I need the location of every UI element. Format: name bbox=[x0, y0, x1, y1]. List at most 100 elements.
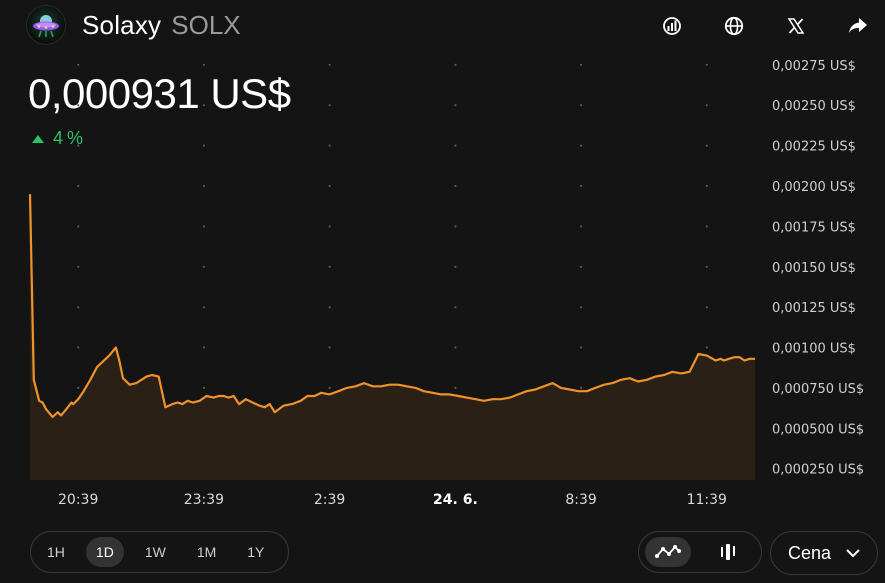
y-axis: 0,000250 US$ 0,000500 US$ 0,000750 US$ 0,00… bbox=[772, 60, 864, 478]
website-button[interactable] bbox=[715, 7, 753, 45]
grid-dot bbox=[454, 104, 457, 107]
y-tick-label: 0,00250 US$ bbox=[772, 99, 856, 114]
grid-dot bbox=[328, 184, 331, 188]
grid-dot bbox=[202, 184, 205, 188]
grid-dot bbox=[202, 144, 205, 147]
grid-dot bbox=[705, 144, 708, 147]
grid-dot bbox=[328, 144, 331, 147]
grid-dot bbox=[454, 265, 457, 268]
range-button-1m[interactable]: 1M bbox=[196, 544, 217, 560]
token-header: Solaxy SOLX bbox=[26, 5, 241, 45]
y-tick-label: 0,000750 US$ bbox=[772, 382, 864, 397]
grid-dot bbox=[580, 144, 583, 147]
price-change-unit: % bbox=[67, 128, 84, 148]
share-icon bbox=[849, 18, 867, 33]
y-tick-label: 0,000250 US$ bbox=[772, 463, 864, 478]
grid-dot bbox=[202, 265, 205, 268]
grid-dot bbox=[328, 386, 331, 389]
grid-dot bbox=[454, 386, 457, 389]
grid-dot bbox=[705, 225, 708, 228]
globe-icon bbox=[724, 16, 744, 36]
y-tick-label: 0,00125 US$ bbox=[772, 301, 856, 316]
grid-dot bbox=[454, 306, 457, 309]
grid-dot bbox=[580, 386, 583, 389]
chevron-down-icon bbox=[845, 548, 861, 558]
price-area-fill bbox=[30, 194, 755, 480]
range-button-1d[interactable]: 1D bbox=[85, 537, 124, 567]
price-line bbox=[28, 194, 755, 419]
grid-dot bbox=[454, 225, 457, 228]
y-tick-label: 0,00100 US$ bbox=[772, 342, 856, 357]
line-chart-button[interactable] bbox=[645, 537, 691, 567]
range-button-1y[interactable]: 1Y bbox=[247, 544, 265, 560]
grid-dot bbox=[328, 346, 331, 349]
analytics-button[interactable] bbox=[653, 7, 691, 45]
grid-dot bbox=[328, 63, 331, 66]
grid-dot bbox=[77, 386, 80, 389]
token-name: Solaxy bbox=[82, 9, 162, 40]
grid-dot bbox=[328, 265, 331, 268]
grid-dot bbox=[202, 63, 205, 66]
header-actions bbox=[629, 7, 877, 45]
grid-dot bbox=[77, 63, 80, 66]
arrow-up-icon bbox=[32, 134, 44, 143]
grid-dot bbox=[202, 346, 205, 349]
grid-dot bbox=[202, 104, 205, 107]
x-tick-label: 20:39 bbox=[58, 492, 98, 508]
price-change: 4 % bbox=[32, 128, 83, 149]
y-tick-label: 0,00225 US$ bbox=[772, 140, 856, 155]
y-tick-label: 0,00150 US$ bbox=[772, 261, 856, 276]
grid-dot bbox=[202, 306, 205, 309]
chart-type-selector bbox=[638, 531, 762, 573]
grid-dot bbox=[580, 63, 583, 66]
x-tick-label: 11:39 bbox=[687, 492, 727, 508]
grid-dot bbox=[328, 225, 331, 228]
grid-dot bbox=[705, 63, 708, 66]
grid-dot bbox=[705, 306, 708, 309]
chart-area-layer bbox=[28, 194, 755, 480]
grid-dot bbox=[580, 265, 583, 268]
price-chart[interactable]: 0,000250 US$ 0,000500 US$ 0,000750 US$ 0,00… bbox=[0, 60, 885, 520]
chart-grid bbox=[77, 63, 708, 470]
candlestick-icon bbox=[721, 544, 735, 560]
range-button-1h[interactable]: 1H bbox=[47, 544, 65, 560]
grid-dot bbox=[202, 225, 205, 228]
metric-dropdown[interactable]: Cena bbox=[770, 531, 878, 575]
x-tick-label: 8:39 bbox=[565, 492, 596, 508]
price-change-value: 4 bbox=[53, 128, 64, 148]
grid-dot bbox=[77, 265, 80, 268]
grid-dot bbox=[705, 346, 708, 349]
grid-dot bbox=[454, 346, 457, 349]
range-button-1w[interactable]: 1W bbox=[144, 544, 166, 560]
grid-dot bbox=[580, 346, 583, 349]
share-button[interactable] bbox=[839, 7, 877, 45]
grid-dot bbox=[705, 184, 708, 188]
grid-dot bbox=[454, 63, 457, 66]
grid-dot bbox=[77, 144, 80, 147]
y-tick-label: 0,000500 US$ bbox=[772, 422, 864, 437]
x-tick-label: 2:39 bbox=[314, 492, 345, 508]
ufo-icon bbox=[26, 5, 66, 45]
grid-dot bbox=[77, 104, 80, 107]
grid-dot bbox=[77, 306, 80, 309]
candlestick-button[interactable] bbox=[705, 537, 751, 567]
grid-dot bbox=[328, 104, 331, 107]
grid-dot bbox=[77, 225, 80, 228]
grid-dot bbox=[454, 144, 457, 147]
metric-dropdown-value: Cena bbox=[788, 542, 832, 563]
x-button[interactable] bbox=[777, 7, 815, 45]
x-axis: 20:39 23:39 2:39 24. 6. 8:39 11:39 bbox=[58, 492, 727, 508]
grid-dot bbox=[328, 306, 331, 309]
x-logo-icon bbox=[787, 18, 805, 34]
y-tick-label: 0,00175 US$ bbox=[772, 220, 856, 235]
grid-dot bbox=[705, 265, 708, 268]
grid-dot bbox=[454, 184, 457, 188]
grid-dot bbox=[77, 184, 80, 188]
grid-dot bbox=[580, 104, 583, 107]
grid-dot bbox=[77, 346, 80, 349]
grid-dot bbox=[580, 306, 583, 309]
grid-dot bbox=[580, 225, 583, 228]
grid-dot bbox=[705, 104, 708, 107]
analytics-icon bbox=[663, 17, 681, 35]
